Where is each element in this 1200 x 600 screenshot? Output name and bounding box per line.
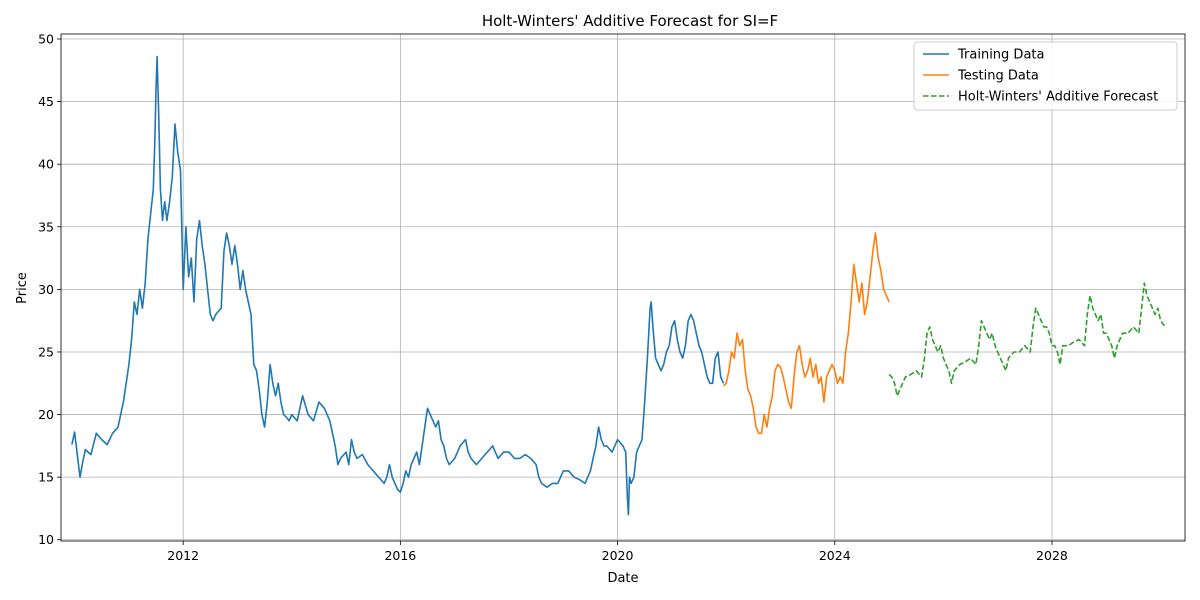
- y-tick-label: 30: [38, 282, 54, 297]
- x-tick-label: 2024: [819, 548, 851, 563]
- x-tick-label: 2020: [602, 548, 634, 563]
- x-tick-label: 2012: [167, 548, 199, 563]
- y-tick-label: 35: [38, 219, 54, 234]
- series-line-training-data: [71, 55, 725, 516]
- y-tick-label: 40: [38, 157, 54, 172]
- x-tick-label: 2016: [384, 548, 416, 563]
- x-axis-label: Date: [607, 571, 638, 586]
- legend-label: Training Data: [957, 48, 1044, 63]
- legend-label: Testing Data: [957, 69, 1039, 84]
- grid-layer: [61, 34, 1185, 541]
- y-tick-label: 20: [38, 407, 54, 422]
- chart-title: Holt-Winters' Additive Forecast for SI=F: [482, 12, 778, 30]
- legend: Training Data Testing Data Holt-Winters' A…: [913, 41, 1178, 111]
- y-tick-label: 50: [38, 32, 54, 47]
- plot-frame: [60, 33, 1186, 542]
- y-axis-label: Price: [15, 272, 30, 304]
- series-line-testing-data: [722, 232, 890, 435]
- series-layer: [71, 55, 1167, 516]
- x-tick-label: 2028: [1036, 548, 1068, 563]
- tick-layer: 2012 2016 2020 2024 2028 10 15 20 25 30 35 40 45 50: [38, 32, 1068, 563]
- legend-box: [913, 41, 1178, 111]
- y-tick-label: 45: [38, 94, 54, 109]
- y-tick-label: 10: [38, 532, 54, 547]
- legend-label: Holt-Winters' Additive Forecast: [958, 90, 1158, 105]
- y-tick-label: 15: [38, 470, 54, 485]
- y-tick-label: 25: [38, 344, 54, 359]
